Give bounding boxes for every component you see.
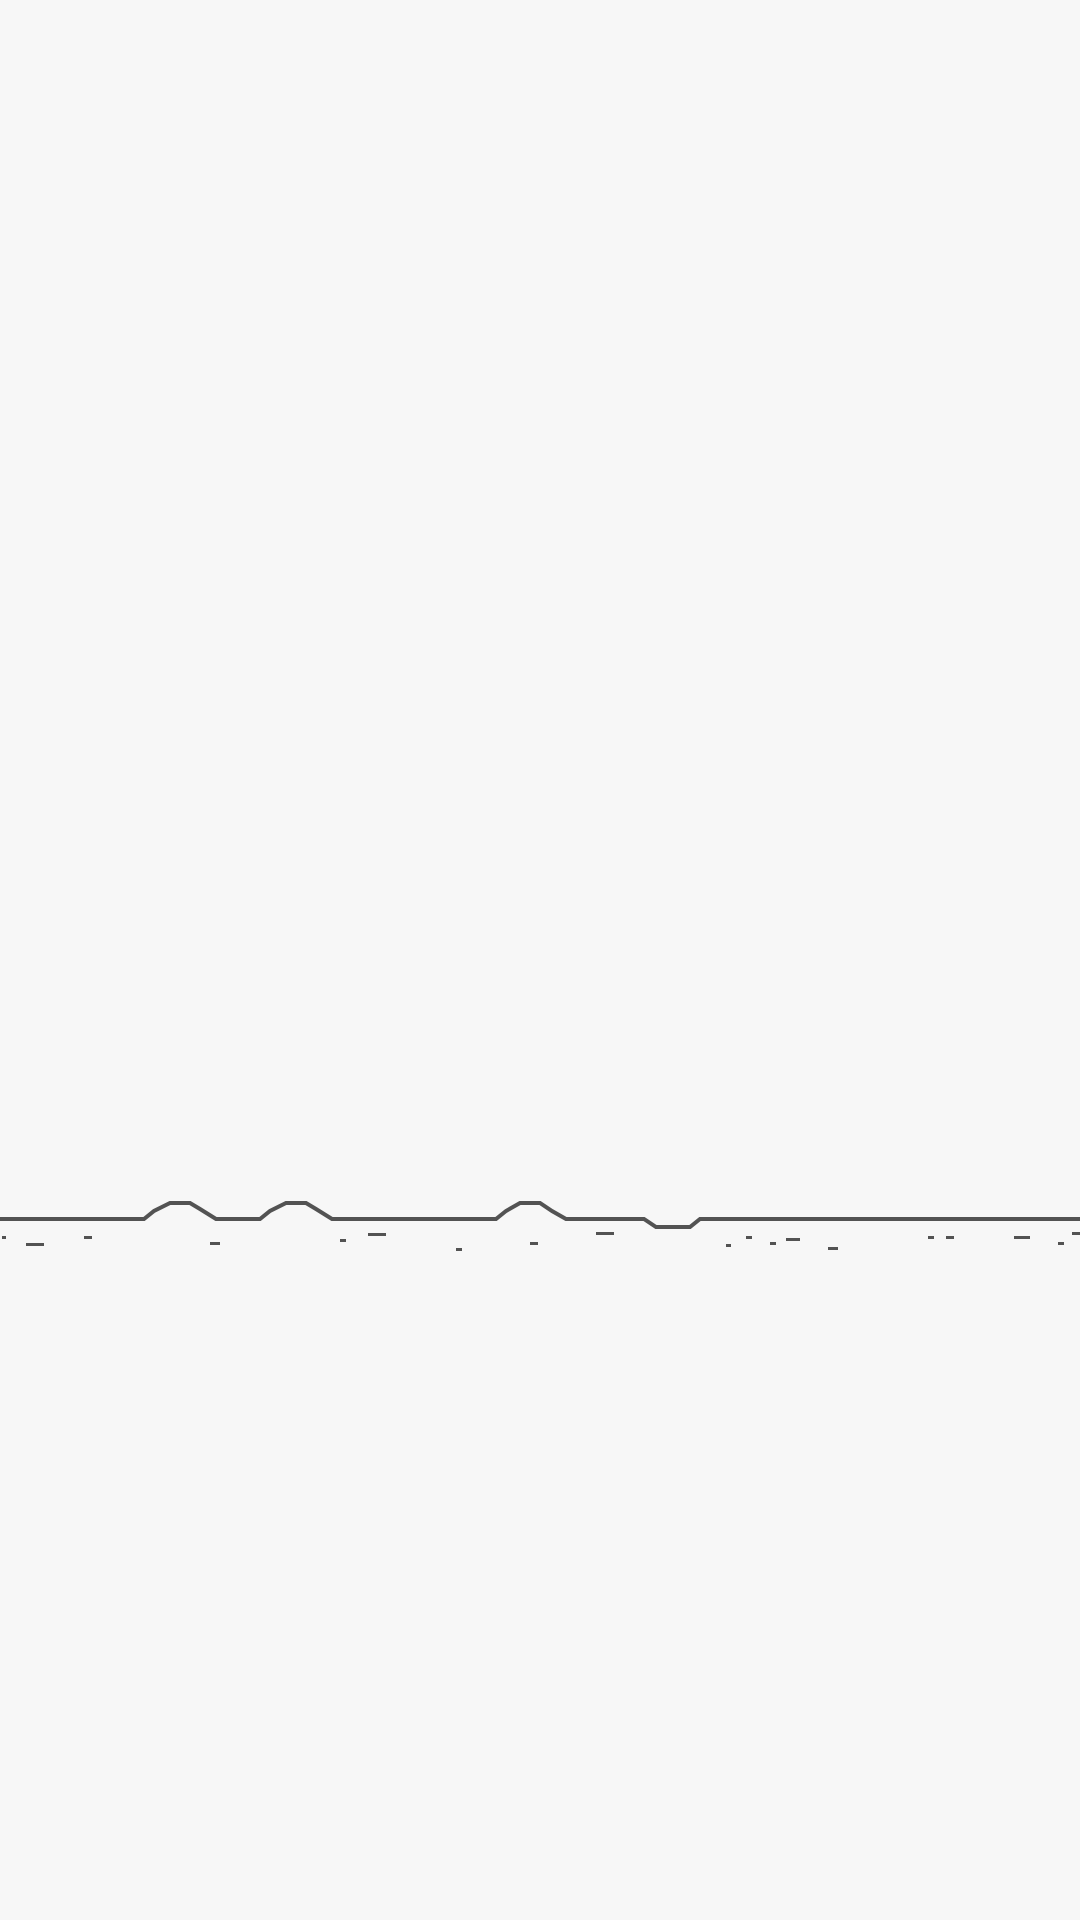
horizon-line — [0, 1201, 1080, 1229]
ground-pebbles — [2, 1232, 1080, 1251]
